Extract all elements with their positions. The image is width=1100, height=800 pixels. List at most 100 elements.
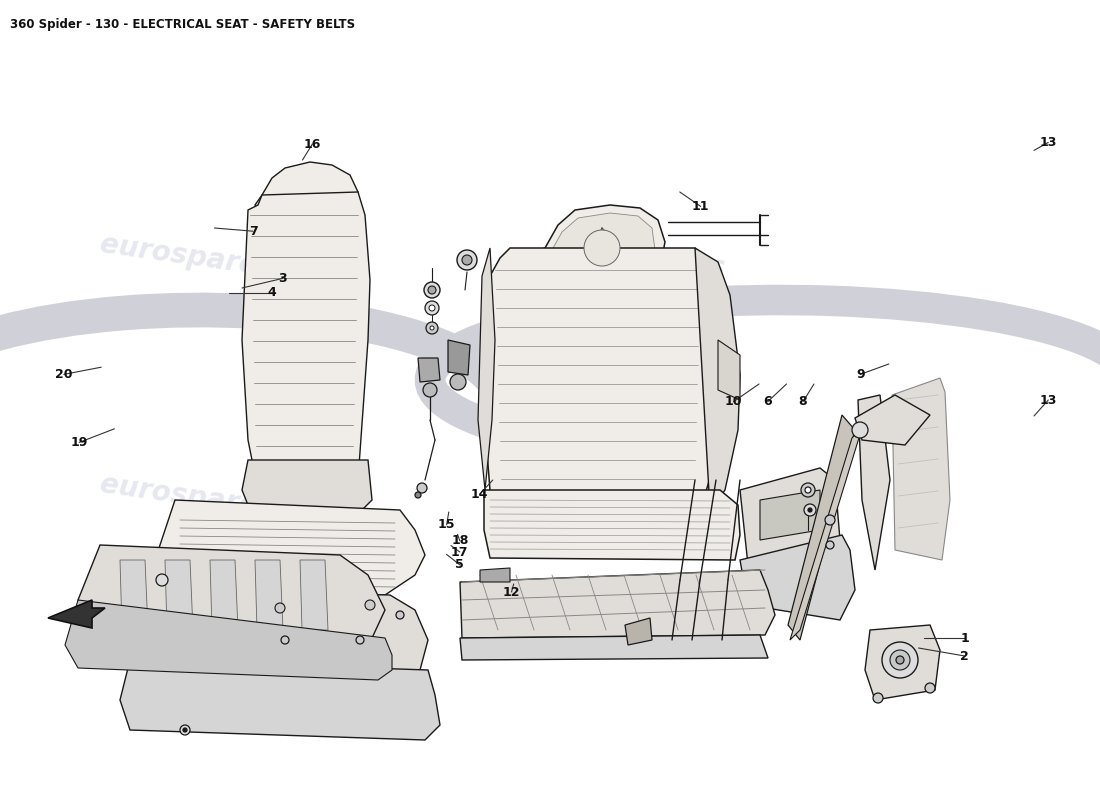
Polygon shape xyxy=(892,378,950,560)
Text: 17: 17 xyxy=(451,546,469,558)
Circle shape xyxy=(365,600,375,610)
Polygon shape xyxy=(448,340,470,375)
Polygon shape xyxy=(350,600,375,685)
Text: 14: 14 xyxy=(471,488,488,501)
Polygon shape xyxy=(130,590,428,690)
Polygon shape xyxy=(120,660,440,740)
Text: 20: 20 xyxy=(55,368,73,381)
Polygon shape xyxy=(718,340,740,400)
Circle shape xyxy=(426,322,438,334)
Circle shape xyxy=(415,492,421,498)
Text: 3: 3 xyxy=(278,272,287,285)
Polygon shape xyxy=(242,460,372,510)
Circle shape xyxy=(584,230,620,266)
Polygon shape xyxy=(48,600,104,628)
Circle shape xyxy=(280,636,289,644)
Polygon shape xyxy=(460,635,768,660)
Circle shape xyxy=(925,683,935,693)
Circle shape xyxy=(825,515,835,525)
Text: 10: 10 xyxy=(725,395,742,408)
Polygon shape xyxy=(482,248,718,510)
Polygon shape xyxy=(165,560,192,630)
Circle shape xyxy=(805,487,811,493)
Circle shape xyxy=(890,650,910,670)
Text: 15: 15 xyxy=(438,518,455,531)
Polygon shape xyxy=(858,395,890,570)
Polygon shape xyxy=(695,248,740,510)
Text: 11: 11 xyxy=(692,200,710,213)
Circle shape xyxy=(429,305,434,311)
Text: 8: 8 xyxy=(799,395,807,408)
Polygon shape xyxy=(255,560,283,630)
Circle shape xyxy=(356,636,364,644)
Circle shape xyxy=(826,541,834,549)
Polygon shape xyxy=(480,568,510,582)
Circle shape xyxy=(417,483,427,493)
Text: eurospares: eurospares xyxy=(549,470,727,522)
Polygon shape xyxy=(790,428,862,640)
Text: eurospares: eurospares xyxy=(98,470,276,522)
Polygon shape xyxy=(625,618,652,645)
Circle shape xyxy=(456,250,477,270)
Circle shape xyxy=(424,282,440,298)
Polygon shape xyxy=(210,600,235,685)
Text: 5: 5 xyxy=(455,558,464,571)
Text: 360 Spider - 130 - ELECTRICAL SEAT - SAFETY BELTS: 360 Spider - 130 - ELECTRICAL SEAT - SAF… xyxy=(10,18,355,31)
Circle shape xyxy=(424,383,437,397)
Polygon shape xyxy=(740,468,840,580)
Circle shape xyxy=(896,656,904,664)
Polygon shape xyxy=(740,535,855,620)
Circle shape xyxy=(156,574,168,586)
Polygon shape xyxy=(535,205,666,288)
Text: 9: 9 xyxy=(856,368,865,381)
Circle shape xyxy=(396,611,404,619)
Circle shape xyxy=(275,603,285,613)
Polygon shape xyxy=(120,560,148,630)
Circle shape xyxy=(183,728,187,732)
Circle shape xyxy=(430,326,434,330)
Text: 4: 4 xyxy=(267,286,276,299)
Polygon shape xyxy=(210,560,238,630)
Polygon shape xyxy=(255,162,358,210)
Circle shape xyxy=(450,374,466,390)
Text: 13: 13 xyxy=(1040,394,1057,406)
Polygon shape xyxy=(242,192,370,490)
Circle shape xyxy=(462,255,472,265)
Text: 16: 16 xyxy=(304,138,321,150)
Polygon shape xyxy=(865,625,940,700)
Text: 6: 6 xyxy=(763,395,772,408)
Polygon shape xyxy=(478,248,495,490)
Polygon shape xyxy=(300,560,328,630)
Polygon shape xyxy=(78,545,385,638)
Polygon shape xyxy=(245,600,270,685)
Polygon shape xyxy=(484,490,740,560)
Circle shape xyxy=(425,301,439,315)
Circle shape xyxy=(808,508,812,512)
Circle shape xyxy=(180,725,190,735)
Circle shape xyxy=(801,483,815,497)
Polygon shape xyxy=(546,213,654,283)
Circle shape xyxy=(804,504,816,516)
Text: 12: 12 xyxy=(503,586,520,598)
Circle shape xyxy=(882,642,918,678)
Polygon shape xyxy=(315,600,340,685)
Circle shape xyxy=(873,693,883,703)
Polygon shape xyxy=(280,618,365,660)
Text: 13: 13 xyxy=(1040,136,1057,149)
Polygon shape xyxy=(175,600,200,685)
Text: eurospares: eurospares xyxy=(98,230,276,282)
Text: 19: 19 xyxy=(70,436,88,449)
Polygon shape xyxy=(760,490,820,540)
Polygon shape xyxy=(65,600,392,680)
Text: 2: 2 xyxy=(960,650,969,662)
Text: 18: 18 xyxy=(451,534,469,547)
Polygon shape xyxy=(280,600,305,685)
Circle shape xyxy=(428,286,436,294)
Polygon shape xyxy=(418,358,440,382)
Polygon shape xyxy=(460,570,776,638)
Polygon shape xyxy=(788,415,855,640)
Text: 1: 1 xyxy=(960,632,969,645)
Text: 7: 7 xyxy=(249,225,257,238)
Circle shape xyxy=(852,422,868,438)
Text: eurospares: eurospares xyxy=(549,230,727,282)
